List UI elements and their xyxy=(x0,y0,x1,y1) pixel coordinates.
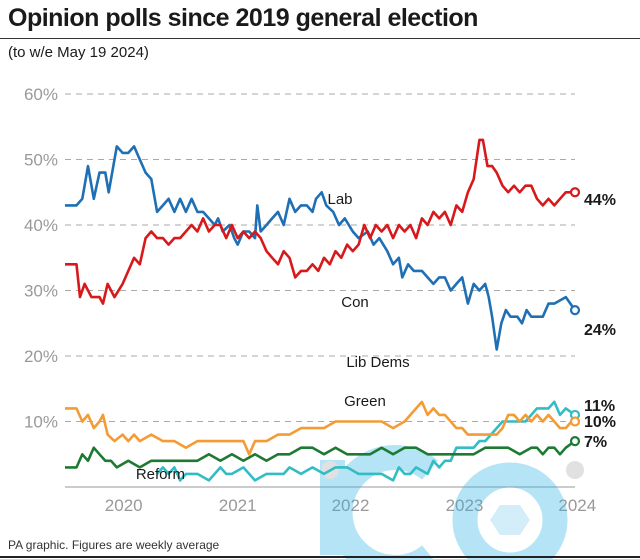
x-tick-label: 2021 xyxy=(219,496,257,515)
series-line-green xyxy=(65,440,576,469)
x-tick-label: 2023 xyxy=(446,496,484,515)
endpoint-marker xyxy=(569,436,581,447)
end-value-label: 10% xyxy=(584,414,616,431)
series-lines xyxy=(65,138,581,482)
series-label-lib-dems: Lib Dems xyxy=(346,354,409,371)
series-line-lib-dems xyxy=(65,400,575,456)
series-label-reform: Reform xyxy=(136,466,185,483)
series-label-con: Con xyxy=(341,294,369,311)
end-value-label: 44% xyxy=(584,192,616,209)
footer-divider xyxy=(0,556,640,558)
series-line-con xyxy=(65,145,577,351)
y-tick-label: 50% xyxy=(24,151,58,170)
gridlines xyxy=(65,93,575,422)
end-value-label: 24% xyxy=(584,322,616,339)
end-value-label: 7% xyxy=(584,434,607,451)
footer-note: PA graphic. Figures are weekly average xyxy=(8,538,220,552)
y-tick-label: 20% xyxy=(24,347,58,366)
end-value-label: 11% xyxy=(584,398,615,415)
endpoint-marker xyxy=(569,416,581,427)
chart-title: Opinion polls since 2019 general electio… xyxy=(8,4,478,32)
series-labels: Con 24% Lab 44% Lib Dems 10% Green 7% Reform 11% xyxy=(136,191,616,483)
endpoint-marker xyxy=(569,187,581,198)
y-tick-label: 10% xyxy=(24,413,58,432)
endpoint-marker xyxy=(569,305,581,316)
series-label-lab: Lab xyxy=(327,191,352,208)
x-axis-labels: 2020 2021 2022 2023 2024 xyxy=(105,496,596,515)
chart-subtitle: (to w/e May 19 2024) xyxy=(8,44,149,61)
x-tick-label: 2020 xyxy=(105,496,143,515)
y-tick-label: 30% xyxy=(24,282,58,301)
y-tick-label: 40% xyxy=(24,216,58,235)
iconic-watermark xyxy=(320,445,584,559)
x-tick-label: 2022 xyxy=(332,496,370,515)
y-tick-label: 60% xyxy=(24,85,58,104)
title-divider xyxy=(0,38,640,39)
x-tick-label: 2024 xyxy=(558,496,596,515)
series-line-lab xyxy=(65,138,575,305)
series-label-green: Green xyxy=(344,393,386,410)
y-axis-labels: 10% 20% 30% 40% 50% 60% xyxy=(24,85,58,432)
